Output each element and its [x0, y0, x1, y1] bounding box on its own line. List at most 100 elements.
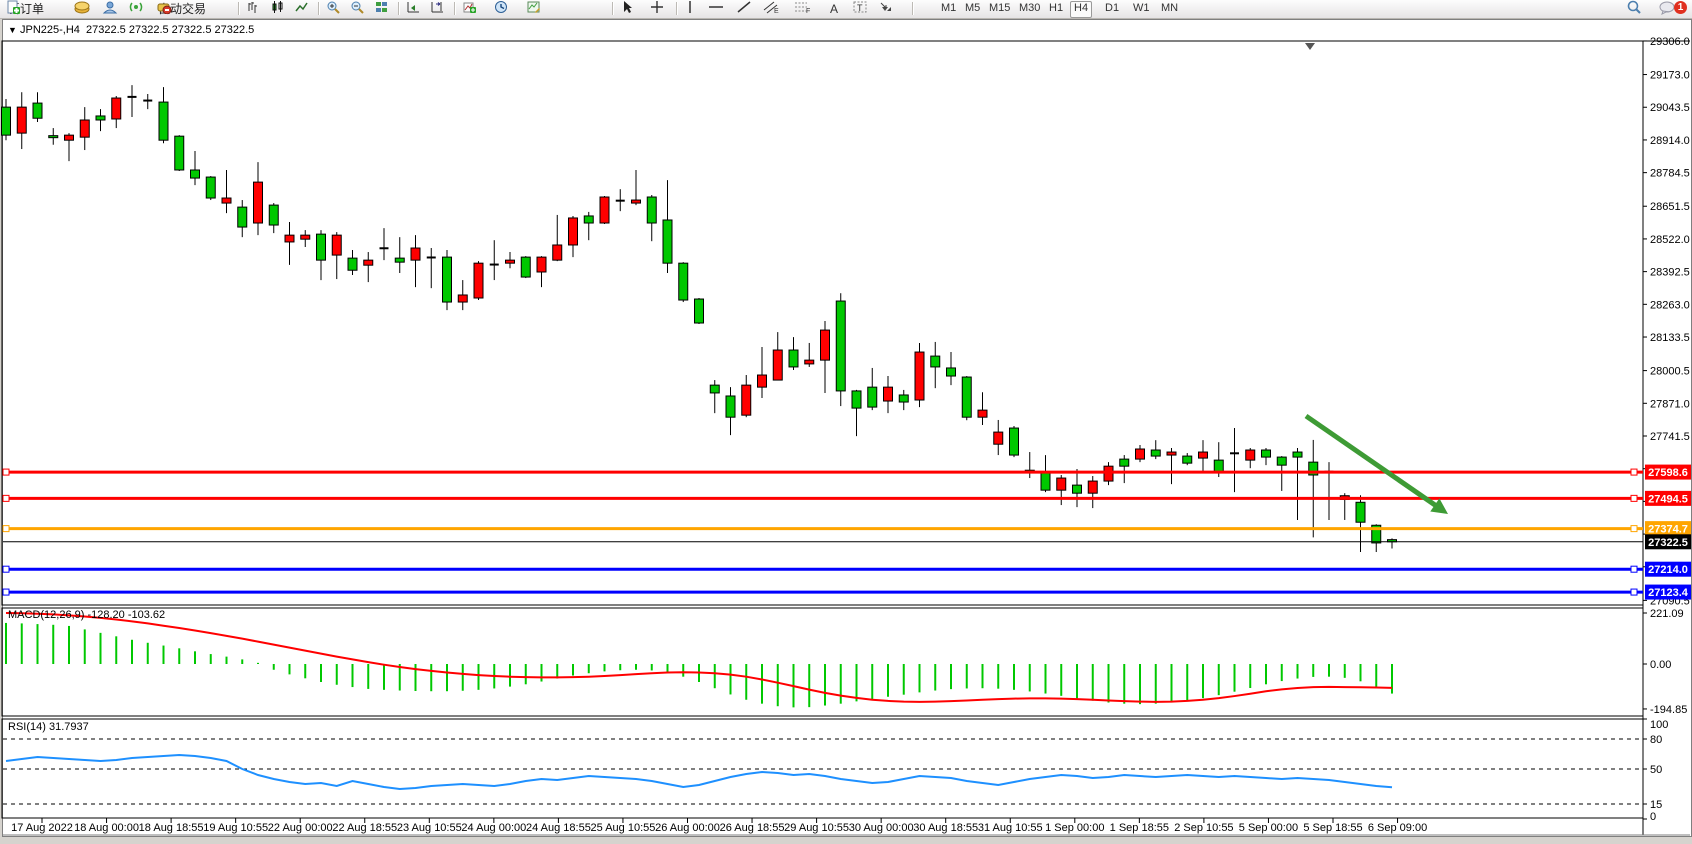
autotrading-icon [157, 3, 172, 14]
price-tick-label: 27741.5 [1650, 431, 1690, 443]
hline-anchor[interactable] [2, 468, 10, 476]
time-tick-label: 30 Aug 00:00 [849, 822, 914, 834]
macd-axis-label: 0.00 [1650, 659, 1671, 671]
zoom-in-button[interactable] [326, 0, 340, 17]
candle-body [79, 119, 90, 138]
hline-anchor[interactable] [2, 588, 10, 596]
trend-arrow[interactable] [1304, 413, 1442, 511]
search-icon [1627, 0, 1641, 14]
new-order-button[interactable]: 新订单 [6, 0, 46, 17]
trend-arrow-head[interactable] [1430, 498, 1448, 514]
price-line-label-box [1645, 584, 1691, 600]
community-button[interactable] [102, 0, 118, 17]
price-tick-label: 29043.5 [1650, 102, 1690, 114]
period-button-mn[interactable]: MN [1161, 2, 1179, 14]
arrows-button[interactable] [878, 0, 891, 17]
period-button-h4[interactable]: H4 [1070, 1, 1093, 18]
zoom-in-icon [327, 1, 340, 14]
new-order-icon [7, 0, 20, 14]
candle-body [221, 197, 232, 204]
horizontal-line-button[interactable] [708, 0, 723, 17]
candle-body [48, 135, 59, 139]
auto-scroll-button[interactable] [406, 0, 419, 17]
price-line-label-box [1645, 490, 1691, 506]
period-button-h1[interactable]: H1 [1049, 2, 1064, 14]
chart-title-bar[interactable]: ▼ JPN225-,H4 27322.5 27322.5 27322.5 273… [8, 24, 254, 36]
text-label-icon: T [853, 1, 867, 13]
community-icon [102, 1, 118, 14]
price-tick-label: 28914.0 [1650, 135, 1690, 147]
candle-body [1056, 477, 1067, 491]
candle-body [473, 262, 484, 299]
bar-chart-button[interactable] [246, 0, 257, 17]
period-button-d1[interactable]: D1 [1105, 2, 1120, 14]
crosshair-button[interactable] [650, 0, 663, 17]
zoom-out-button[interactable] [350, 0, 364, 17]
candle-body [1182, 455, 1193, 464]
hline-anchor[interactable] [1630, 494, 1638, 502]
time-tick-label: 5 Sep 00:00 [1239, 822, 1298, 834]
hline-anchor[interactable] [1630, 468, 1638, 476]
hline-anchor[interactable] [1630, 565, 1638, 573]
tile-windows-button[interactable] [374, 0, 387, 17]
hline-anchor[interactable] [1630, 588, 1638, 596]
toolbar-separator [238, 2, 239, 15]
toolbar-separator [318, 2, 319, 15]
chart-window [2, 19, 1692, 837]
line-chart-icon [295, 2, 308, 12]
candle-body [1009, 427, 1019, 456]
channel-button[interactable]: E [762, 0, 779, 17]
price-line-label: 27123.4 [1648, 587, 1689, 599]
market-button[interactable] [74, 0, 90, 17]
price-line-label-box [1645, 521, 1691, 537]
period-button-m15[interactable]: M15 [989, 2, 1011, 14]
notification-badge[interactable]: 1 [1674, 1, 1687, 14]
candle-body [1308, 461, 1319, 476]
hline-anchor[interactable] [1630, 525, 1638, 533]
hline-anchor[interactable] [2, 525, 10, 533]
period-button-m5[interactable]: M5 [965, 2, 981, 14]
rsi-axis-label: 50 [1650, 764, 1662, 776]
fibonacci-icon: F [795, 2, 810, 14]
cursor-icon [624, 1, 632, 13]
candle-body [442, 256, 452, 303]
hline-anchor[interactable] [2, 565, 10, 573]
period-button-m30[interactable]: M30 [1019, 2, 1041, 14]
rsi-line [5, 753, 1393, 791]
candlestick-chart-button[interactable] [270, 0, 283, 17]
candle-body [820, 329, 830, 361]
candle-body [205, 176, 216, 199]
trendline-button[interactable] [736, 0, 751, 17]
vertical-line-button[interactable] [684, 0, 691, 17]
indicators-button[interactable] [462, 0, 476, 17]
periods-button[interactable] [494, 0, 507, 17]
chart-menu-icon[interactable]: ▼ [8, 25, 17, 35]
candle-body [536, 256, 547, 273]
time-tick-label: 25 Aug 10:55 [591, 822, 656, 834]
search-button[interactable] [1626, 0, 1641, 17]
candle-body [1198, 451, 1208, 459]
text-button[interactable]: A [828, 0, 840, 17]
signals-icon [129, 2, 143, 12]
crosshair-icon [651, 1, 663, 13]
candle-body [741, 384, 752, 416]
candle-body [946, 367, 956, 377]
cursor-button[interactable] [620, 0, 632, 17]
line-chart-button[interactable] [294, 0, 308, 17]
hline-anchor[interactable] [2, 494, 10, 502]
chart-shift-button[interactable] [430, 0, 443, 17]
time-tick-label: 2 Sep 10:55 [1174, 822, 1233, 834]
fibonacci-button[interactable]: F [794, 0, 810, 17]
signals-button[interactable] [128, 0, 143, 17]
candle-body [977, 409, 988, 418]
candle-body [568, 217, 578, 246]
chart-shift-marker[interactable] [1305, 43, 1315, 50]
time-tick-label: 29 Aug 10:55 [784, 822, 849, 834]
templates-button[interactable] [526, 0, 540, 17]
text-label-button[interactable]: T [852, 0, 867, 17]
period-button-m1[interactable]: M1 [941, 2, 957, 14]
time-tick-label: 30 Aug 18:55 [913, 822, 978, 834]
autotrading-button[interactable]: 自动交易 [156, 0, 208, 17]
period-button-w1[interactable]: W1 [1133, 2, 1150, 14]
